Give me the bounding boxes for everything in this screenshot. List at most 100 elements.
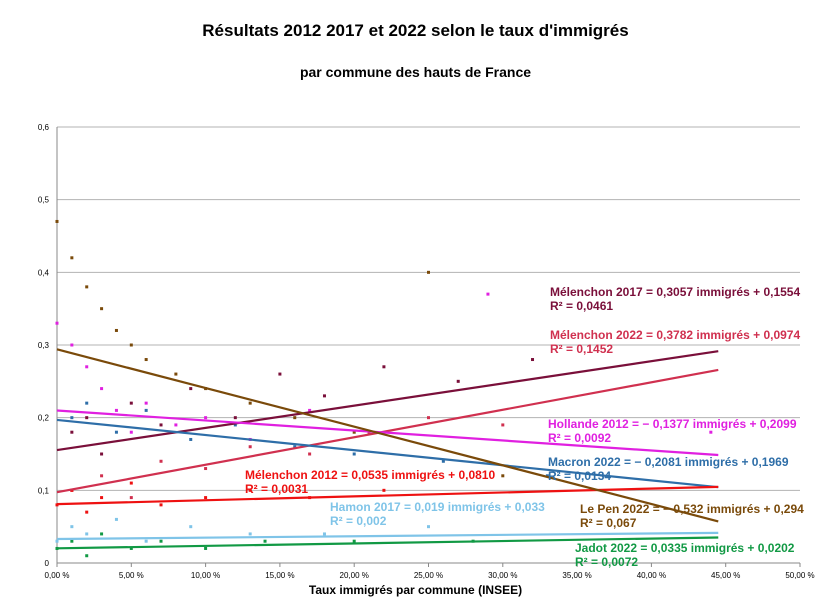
data-point (382, 365, 386, 369)
trendline (56, 409, 719, 457)
chart-subtitle: par commune des hauts de France (299, 64, 532, 80)
data-point (55, 219, 59, 223)
data-point (114, 408, 118, 412)
x-tick-label: 45,00 % (711, 571, 740, 580)
data-point (293, 445, 297, 449)
regression-equation: Macron 2022 = − 0,2081 immigrés + 0,1969 (548, 455, 789, 469)
x-tick-label: 20,00 % (340, 571, 369, 580)
data-point (322, 532, 326, 536)
r-squared: R² = 0,0461 (550, 299, 614, 313)
regression-equation: Hollande 2012 = − 0,1377 immigrés + 0,20… (548, 417, 797, 431)
data-point (100, 496, 104, 500)
data-point (531, 358, 535, 362)
data-point (144, 539, 148, 543)
data-point (352, 452, 356, 456)
data-point (70, 343, 74, 347)
trendline (56, 368, 719, 494)
data-point (114, 430, 118, 434)
regression-equation: Mélenchon 2022 = 0,3782 immigrés + 0,097… (550, 328, 801, 342)
data-point (189, 387, 193, 391)
y-tick-label: 0,4 (38, 268, 50, 277)
data-point (55, 321, 59, 325)
data-point (308, 452, 312, 456)
data-point (70, 416, 74, 420)
x-axis-label: Taux immigrés par commune (INSEE) (308, 583, 523, 597)
data-point (204, 546, 208, 550)
regression-annotation: Mélenchon 2017 = 0,3057 immigrés + 0,155… (550, 285, 800, 313)
regression-annotation: Hollande 2012 = − 0,1377 immigrés + 0,20… (548, 417, 797, 445)
r-squared: R² = 0,0031 (245, 482, 309, 496)
data-point (85, 554, 89, 558)
trendline (56, 418, 719, 489)
data-point (70, 430, 74, 434)
data-point (85, 510, 89, 514)
regression-annotation: Le Pen 2022 = − 0,532 immigrés + 0,294 R²… (580, 502, 804, 530)
data-point (100, 474, 104, 478)
data-point (144, 408, 148, 412)
regression-annotation: Hamon 2017 = 0,019 immigrés + 0,033 R² = … (330, 500, 545, 528)
data-point (159, 423, 163, 427)
y-tick-label: 0 (45, 559, 50, 568)
data-point (174, 423, 178, 427)
data-point (501, 474, 505, 478)
data-point (85, 285, 89, 289)
data-point (85, 365, 89, 369)
data-point (293, 416, 297, 420)
data-point (129, 343, 133, 347)
data-point (352, 430, 356, 434)
x-tick-label: 0,00 % (45, 571, 70, 580)
regression-annotation: Mélenchon 2012 = 0,0535 immigrés + 0,081… (245, 468, 495, 496)
data-point (114, 517, 118, 521)
data-point (114, 328, 118, 332)
regression-equation: Mélenchon 2012 = 0,0535 immigrés + 0,081… (245, 468, 496, 482)
trendline (56, 350, 719, 452)
data-point (85, 532, 89, 536)
trendline (56, 536, 719, 550)
y-tick-label: 0,5 (38, 196, 50, 205)
y-tick-label: 0,6 (38, 123, 50, 132)
regression-equation: Le Pen 2022 = − 0,532 immigrés + 0,294 (580, 502, 804, 516)
data-point (204, 416, 208, 420)
x-tick-label: 40,00 % (637, 571, 666, 580)
data-point (278, 372, 282, 376)
data-point (159, 503, 163, 507)
data-point (159, 459, 163, 463)
y-tick-label: 0,2 (38, 414, 50, 423)
data-point (427, 416, 430, 420)
data-point (233, 416, 237, 420)
data-point (204, 496, 208, 500)
x-tick-label: 5,00 % (119, 571, 144, 580)
regression-equation: Hamon 2017 = 0,019 immigrés + 0,033 (330, 500, 545, 514)
data-point (501, 423, 505, 427)
r-squared: R² = 0,0134 (548, 469, 612, 483)
data-point (159, 539, 163, 543)
x-tick-label: 50,00 % (785, 571, 814, 580)
data-point (55, 503, 59, 507)
data-point (427, 270, 430, 274)
data-point (248, 532, 252, 536)
data-point (204, 467, 208, 471)
data-point (144, 358, 148, 362)
data-point (129, 496, 133, 500)
regression-annotation: Mélenchon 2022 = 0,3782 immigrés + 0,097… (550, 328, 800, 356)
data-point (144, 401, 148, 405)
trendline (56, 348, 719, 523)
data-point (100, 307, 104, 311)
x-tick-label: 30,00 % (488, 571, 517, 580)
data-point (382, 488, 386, 492)
x-tick-label: 15,00 % (265, 571, 294, 580)
r-squared: R² = 0,0072 (575, 555, 639, 569)
data-point (100, 452, 104, 456)
data-point (248, 488, 252, 492)
data-point (486, 292, 490, 296)
data-point (456, 379, 460, 383)
regression-equation: Jadot 2022 = 0,0335 immigrés + 0,0202 (575, 541, 795, 555)
r-squared: R² = 0,1452 (550, 342, 614, 356)
data-point (248, 401, 252, 405)
data-point (189, 525, 193, 529)
data-point (70, 256, 74, 260)
data-point (322, 394, 326, 398)
x-tick-label: 25,00 % (414, 571, 443, 580)
data-point (129, 401, 133, 405)
